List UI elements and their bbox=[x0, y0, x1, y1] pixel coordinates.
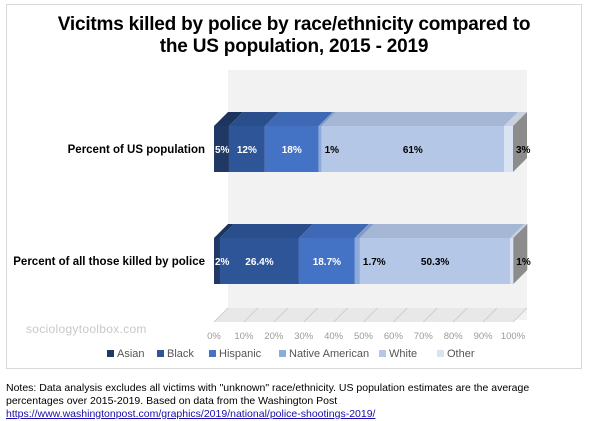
floor-gridline bbox=[482, 307, 498, 323]
chart-title: Vicitms killed by police by race/ethnici… bbox=[6, 14, 582, 58]
bar-top-face bbox=[214, 224, 234, 238]
notes-text: Notes: Data analysis excludes all victim… bbox=[6, 382, 530, 407]
bar-segment bbox=[504, 126, 513, 172]
floor-gridline bbox=[452, 307, 468, 323]
legend-label: Black bbox=[167, 348, 194, 360]
bar-segment bbox=[228, 126, 265, 172]
data-label: 5% bbox=[215, 145, 230, 156]
legend-swatch bbox=[279, 350, 286, 357]
x-tick-label: 0% bbox=[207, 331, 221, 342]
category-label: Percent of US population bbox=[68, 144, 205, 156]
floor-gridline bbox=[512, 307, 528, 323]
watermark: sociologytoolbox.com bbox=[26, 322, 147, 336]
legend-swatch bbox=[157, 350, 164, 357]
bar-top-face bbox=[321, 112, 519, 126]
bar-top-face bbox=[318, 112, 336, 126]
floor-gridline bbox=[393, 307, 408, 323]
data-label: 12% bbox=[237, 145, 257, 156]
bar-segment bbox=[214, 126, 229, 172]
data-label: 18% bbox=[282, 145, 302, 156]
floor-gridline bbox=[363, 307, 378, 323]
floor-gridline bbox=[243, 307, 259, 323]
data-label: 1% bbox=[325, 145, 340, 156]
x-tick-label: 40% bbox=[324, 331, 344, 342]
bar-top-face bbox=[359, 224, 525, 238]
legend-swatch bbox=[437, 350, 444, 357]
legend-swatch bbox=[107, 350, 114, 357]
legend-label: Other bbox=[447, 348, 475, 360]
bar-segment bbox=[359, 238, 511, 284]
x-tick-label: 10% bbox=[234, 331, 254, 342]
bar-end-face bbox=[513, 224, 528, 284]
bar-segment bbox=[219, 238, 299, 284]
x-tick-label: 90% bbox=[474, 331, 494, 342]
chart-notes: Notes: Data analysis excludes all victim… bbox=[6, 382, 588, 421]
legend-label: White bbox=[389, 348, 417, 360]
x-tick-label: 50% bbox=[354, 331, 374, 342]
floor-gridline bbox=[273, 307, 289, 323]
bar-end-face bbox=[513, 112, 527, 172]
bar-top-face bbox=[504, 112, 527, 126]
legend-swatch bbox=[209, 350, 216, 357]
bar-top-face bbox=[298, 224, 369, 238]
data-label: 26.4% bbox=[245, 257, 273, 268]
bar-segment bbox=[318, 126, 322, 172]
x-tick-label: 60% bbox=[384, 331, 404, 342]
floor-gridline bbox=[213, 307, 229, 323]
x-tick-label: 70% bbox=[414, 331, 434, 342]
chart-title-line-2: the US population, 2015 - 2019 bbox=[159, 36, 429, 57]
bar-top-face bbox=[228, 112, 279, 126]
chart-title-line-1: Vicitms killed by police by race/ethnici… bbox=[57, 14, 531, 35]
legend-label: Hispanic bbox=[219, 348, 262, 360]
x-tick-label: 80% bbox=[444, 331, 464, 342]
bar-top-face bbox=[219, 224, 313, 238]
floor-gridline bbox=[422, 307, 438, 323]
bar-segment bbox=[510, 238, 514, 284]
bar-top-face bbox=[264, 112, 333, 126]
bar-top-face bbox=[354, 224, 374, 238]
bar-segment bbox=[298, 238, 355, 284]
legend-label: Asian bbox=[117, 348, 145, 360]
category-label: Percent of all those killed by police bbox=[13, 256, 205, 268]
data-label: 1.7% bbox=[363, 257, 386, 268]
floor-gridline bbox=[303, 307, 319, 323]
data-label: 3% bbox=[516, 145, 531, 156]
x-tick-label: 100% bbox=[501, 331, 526, 342]
legend-label: Native American bbox=[289, 348, 369, 360]
floor-gridline bbox=[333, 307, 348, 323]
data-label: 1% bbox=[516, 257, 531, 268]
bar-top-face bbox=[214, 112, 243, 126]
source-link[interactable]: https://www.washingtonpost.com/graphics/… bbox=[6, 408, 376, 420]
bar-segment bbox=[214, 238, 220, 284]
bar-top-face bbox=[510, 224, 528, 238]
legend-swatch bbox=[379, 350, 386, 357]
data-label: 2% bbox=[215, 257, 230, 268]
x-tick-label: 20% bbox=[264, 331, 284, 342]
x-tick-label: 30% bbox=[294, 331, 314, 342]
data-label: 18.7% bbox=[313, 257, 341, 268]
data-label: 61% bbox=[403, 145, 423, 156]
bar-segment bbox=[321, 126, 505, 172]
data-label: 50.3% bbox=[421, 257, 449, 268]
bar-segment bbox=[354, 238, 360, 284]
bar-segment bbox=[264, 126, 319, 172]
